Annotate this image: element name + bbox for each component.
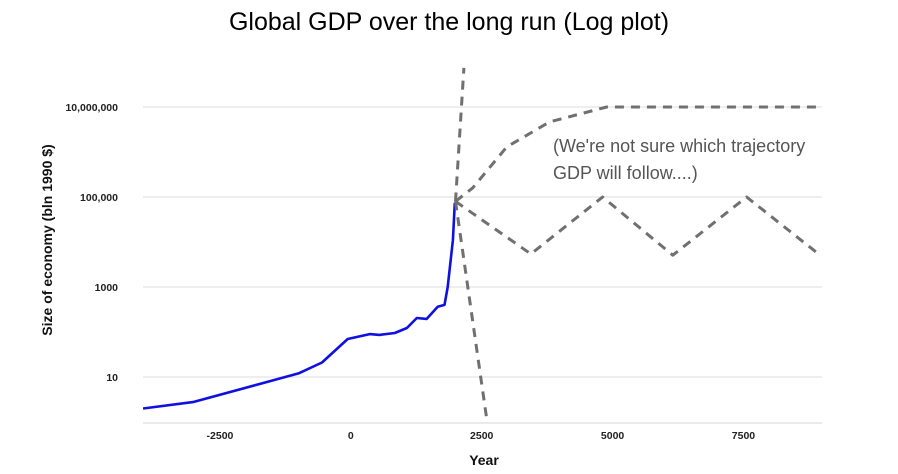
x-tick-label: 2500 <box>470 430 494 442</box>
y-tick-label: 1000 <box>95 282 119 294</box>
x-tick-label: 0 <box>348 430 354 442</box>
y-tick-label: 100,000 <box>80 192 118 204</box>
x-tick-label: 7500 <box>732 430 756 442</box>
y-tick-label: 10,000,000 <box>65 102 118 114</box>
x-axis-label: Year <box>469 452 499 468</box>
annotation-line: GDP will follow....) <box>553 163 698 183</box>
projection-line-4 <box>454 195 819 257</box>
projection-line-1 <box>454 67 466 202</box>
y-tick-label: 10 <box>106 372 118 384</box>
chart-title: Global GDP over the long run (Log plot) <box>228 8 670 36</box>
series-group <box>143 67 820 421</box>
annotation-line: (We're not sure which trajectory <box>553 136 805 156</box>
projection-line-2 <box>454 201 489 421</box>
gdp-history-line <box>143 202 457 410</box>
x-axis-ticks: -2500 0 2500 5000 7500 <box>207 430 756 442</box>
x-tick-label: 5000 <box>601 430 625 442</box>
x-tick-label: -2500 <box>207 430 234 442</box>
y-axis-ticks: 10 1000 100,000 10,000,000 <box>65 102 118 384</box>
gridlines <box>143 106 822 424</box>
annotation: (We're not sure which trajectory GDP will… <box>553 136 805 183</box>
projection-line-3 <box>454 105 820 203</box>
y-axis-label: Size of economy (bln 1990 $) <box>39 144 55 335</box>
